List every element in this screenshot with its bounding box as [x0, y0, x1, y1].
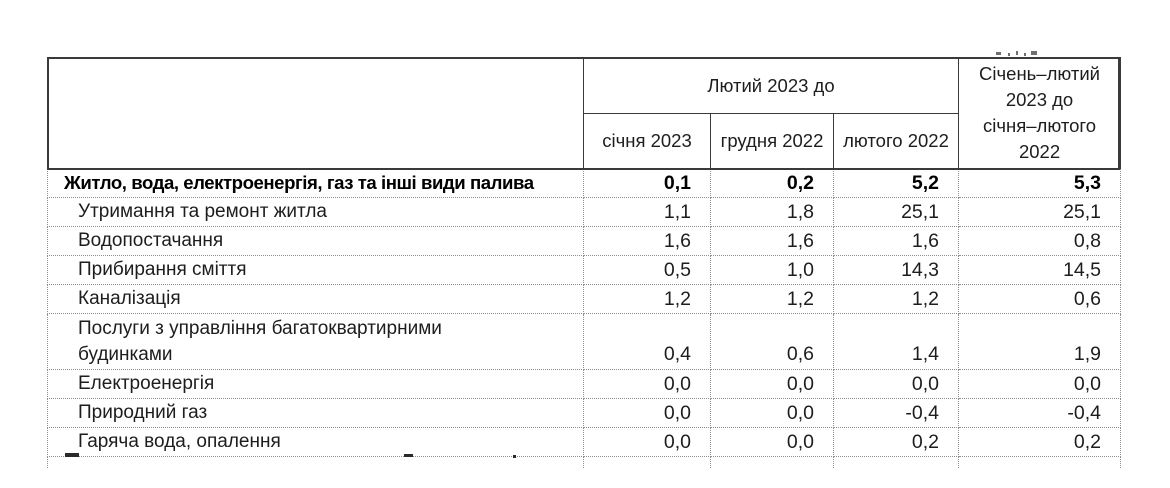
row-label: Водопостачання [47, 226, 584, 256]
sub-column-header: грудня 2022 [710, 113, 834, 169]
row-label: Природний газ [47, 398, 584, 428]
value-cell: 0,0 [710, 427, 834, 457]
value-cell: 0,2 [710, 168, 834, 198]
table-row: Утримання та ремонт житла 1,1 1,8 25,1 2… [47, 197, 1122, 227]
group-column-header: Лютий 2023 до [582, 57, 960, 114]
row-label: Послуги з управління багатоквартирними б… [47, 313, 584, 370]
sub-column-header: лютого 2022 [832, 113, 960, 169]
value-cell: 25,1 [832, 197, 960, 227]
clipped-cell [710, 456, 834, 468]
value-cell: 5,3 [958, 168, 1122, 198]
value-cell: -0,4 [832, 398, 960, 428]
clipped-table-row [47, 456, 1122, 468]
value-cell: -0,4 [958, 398, 1122, 428]
value-cell: 0,0 [958, 369, 1122, 399]
cropped-text-fragment [1016, 51, 1018, 55]
value-cell: 1,2 [710, 284, 834, 314]
table-row: Гаряча вода, опалення 0,0 0,0 0,2 0,2 [47, 427, 1122, 457]
value-cell: 14,3 [832, 255, 960, 285]
value-cell: 1,0 [710, 255, 834, 285]
row-label: Каналізація [47, 284, 584, 314]
period-column-header: Січень–лютий 2023 до січня–лютого 2022 [958, 57, 1122, 169]
table-row: Електроенергія 0,0 0,0 0,0 0,0 [47, 369, 1122, 399]
value-cell: 0,5 [583, 255, 711, 285]
header-row-group: Лютий 2023 до Січень–лютий 2023 до січня… [47, 57, 1122, 169]
value-cell: 0,0 [710, 369, 834, 399]
value-cell: 1,9 [958, 313, 1122, 370]
value-cell: 0,0 [583, 369, 711, 399]
table-row: Водопостачання 1,6 1,6 1,6 0,8 [47, 226, 1122, 256]
row-label: Електроенергія [47, 369, 584, 399]
value-cell: 5,2 [832, 168, 960, 198]
value-cell: 1,6 [583, 226, 711, 256]
row-label: Житло, вода, електроенергія, газ та інші… [47, 168, 584, 198]
value-cell: 0,8 [958, 226, 1122, 256]
clipped-cell [832, 456, 960, 468]
value-cell: 0,0 [583, 427, 711, 457]
value-cell: 1,6 [710, 226, 834, 256]
clipped-cell [958, 456, 1122, 468]
value-cell: 0,6 [958, 284, 1122, 314]
value-cell: 1,2 [832, 284, 960, 314]
sub-column-header: січня 2023 [583, 113, 711, 169]
table-row: Природний газ 0,0 0,0 -0,4 -0,4 [47, 398, 1122, 428]
value-cell: 1,2 [583, 284, 711, 314]
value-cell: 0,0 [710, 398, 834, 428]
value-cell: 0,2 [832, 427, 960, 457]
row-label: Гаряча вода, опалення [47, 427, 584, 457]
category-column-header [47, 57, 584, 169]
table-row: Каналізація 1,2 1,2 1,2 0,6 [47, 284, 1122, 314]
table-row: Послуги з управління багатоквартирними б… [47, 313, 1122, 370]
value-cell: 0,0 [583, 398, 711, 428]
value-cell: 1,4 [832, 313, 960, 370]
cropped-text-fragment [1024, 53, 1026, 56]
table-row: Житло, вода, електроенергія, газ та інші… [47, 168, 1122, 198]
cropped-text-fragment [996, 52, 1001, 55]
cropped-text-fragment [1031, 51, 1037, 55]
value-cell: 25,1 [958, 197, 1122, 227]
table-header: Лютий 2023 до Січень–лютий 2023 до січня… [47, 57, 1122, 169]
row-label: Утримання та ремонт житла [47, 197, 584, 227]
header-row-sub: січня 2023 грудня 2022 лютого 2022 [48, 113, 1121, 169]
cropped-text-fragment [1008, 53, 1010, 56]
clipped-cell [47, 456, 584, 468]
value-cell: 0,1 [583, 168, 711, 198]
value-cell: 0,6 [710, 313, 834, 370]
value-cell: 14,5 [958, 255, 1122, 285]
table-row: Прибирання сміття 0,5 1,0 14,3 14,5 [47, 255, 1122, 285]
row-label: Прибирання сміття [47, 255, 584, 285]
value-cell: 1,6 [832, 226, 960, 256]
value-cell: 0,4 [583, 313, 711, 370]
clipped-cell [583, 456, 711, 468]
value-cell: 0,2 [958, 427, 1122, 457]
value-cell: 1,1 [583, 197, 711, 227]
value-cell: 0,0 [832, 369, 960, 399]
table-body: Житло, вода, електроенергія, газ та інші… [47, 168, 1122, 468]
price-index-table: Лютий 2023 до Січень–лютий 2023 до січня… [47, 57, 1122, 468]
value-cell: 1,8 [710, 197, 834, 227]
